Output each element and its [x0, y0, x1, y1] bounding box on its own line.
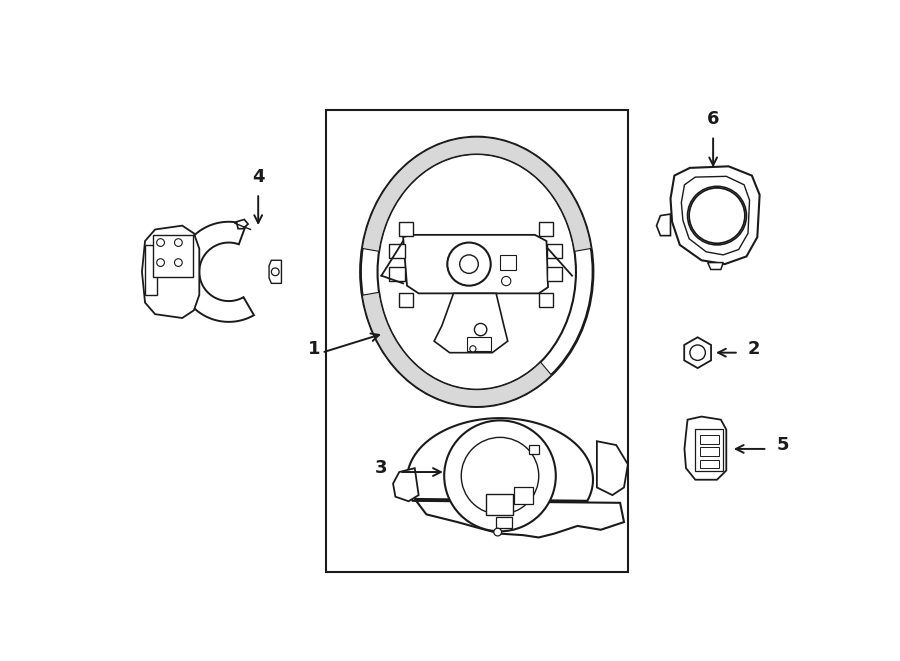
Circle shape: [460, 255, 478, 274]
Ellipse shape: [378, 154, 576, 389]
Bar: [546, 267, 562, 281]
Bar: [546, 244, 562, 258]
Polygon shape: [363, 137, 591, 251]
Bar: [153, 235, 194, 277]
Polygon shape: [685, 416, 726, 480]
Polygon shape: [407, 418, 624, 537]
Polygon shape: [597, 442, 628, 495]
Polygon shape: [657, 214, 670, 235]
Circle shape: [689, 188, 745, 243]
Bar: [700, 447, 718, 456]
Bar: [496, 517, 511, 528]
Polygon shape: [670, 167, 760, 264]
Circle shape: [175, 258, 182, 266]
Bar: [486, 494, 513, 515]
Polygon shape: [684, 337, 711, 368]
Polygon shape: [434, 293, 508, 353]
Bar: [500, 255, 516, 270]
Circle shape: [494, 528, 501, 536]
Bar: [700, 459, 718, 468]
Text: 6: 6: [706, 110, 719, 128]
Circle shape: [445, 420, 556, 531]
Circle shape: [501, 276, 511, 286]
Circle shape: [461, 438, 539, 514]
Circle shape: [447, 243, 491, 286]
Text: 2: 2: [748, 340, 760, 358]
Polygon shape: [393, 468, 419, 501]
Circle shape: [157, 239, 165, 247]
Bar: [389, 244, 405, 258]
Bar: [400, 222, 413, 235]
Bar: [400, 293, 413, 307]
Circle shape: [157, 258, 165, 266]
Bar: [514, 487, 534, 504]
Bar: [326, 110, 628, 572]
Polygon shape: [403, 235, 548, 293]
Bar: [539, 293, 553, 307]
Polygon shape: [363, 292, 552, 407]
Circle shape: [690, 345, 706, 360]
Circle shape: [474, 323, 487, 336]
Polygon shape: [681, 176, 750, 255]
Text: 1: 1: [308, 340, 320, 358]
Ellipse shape: [361, 137, 593, 407]
Polygon shape: [142, 225, 199, 318]
Circle shape: [272, 268, 279, 276]
Bar: [467, 337, 491, 351]
Bar: [389, 267, 405, 281]
Bar: [145, 245, 157, 295]
Text: 5: 5: [777, 436, 789, 454]
Circle shape: [470, 346, 476, 352]
Bar: [529, 445, 539, 454]
Text: 4: 4: [252, 168, 265, 186]
Circle shape: [175, 239, 182, 247]
Bar: [696, 429, 724, 471]
Polygon shape: [707, 262, 724, 270]
Polygon shape: [237, 219, 248, 229]
Polygon shape: [269, 260, 282, 284]
Bar: [539, 222, 553, 235]
Text: 3: 3: [375, 459, 388, 477]
Polygon shape: [178, 222, 254, 322]
Bar: [700, 435, 718, 444]
